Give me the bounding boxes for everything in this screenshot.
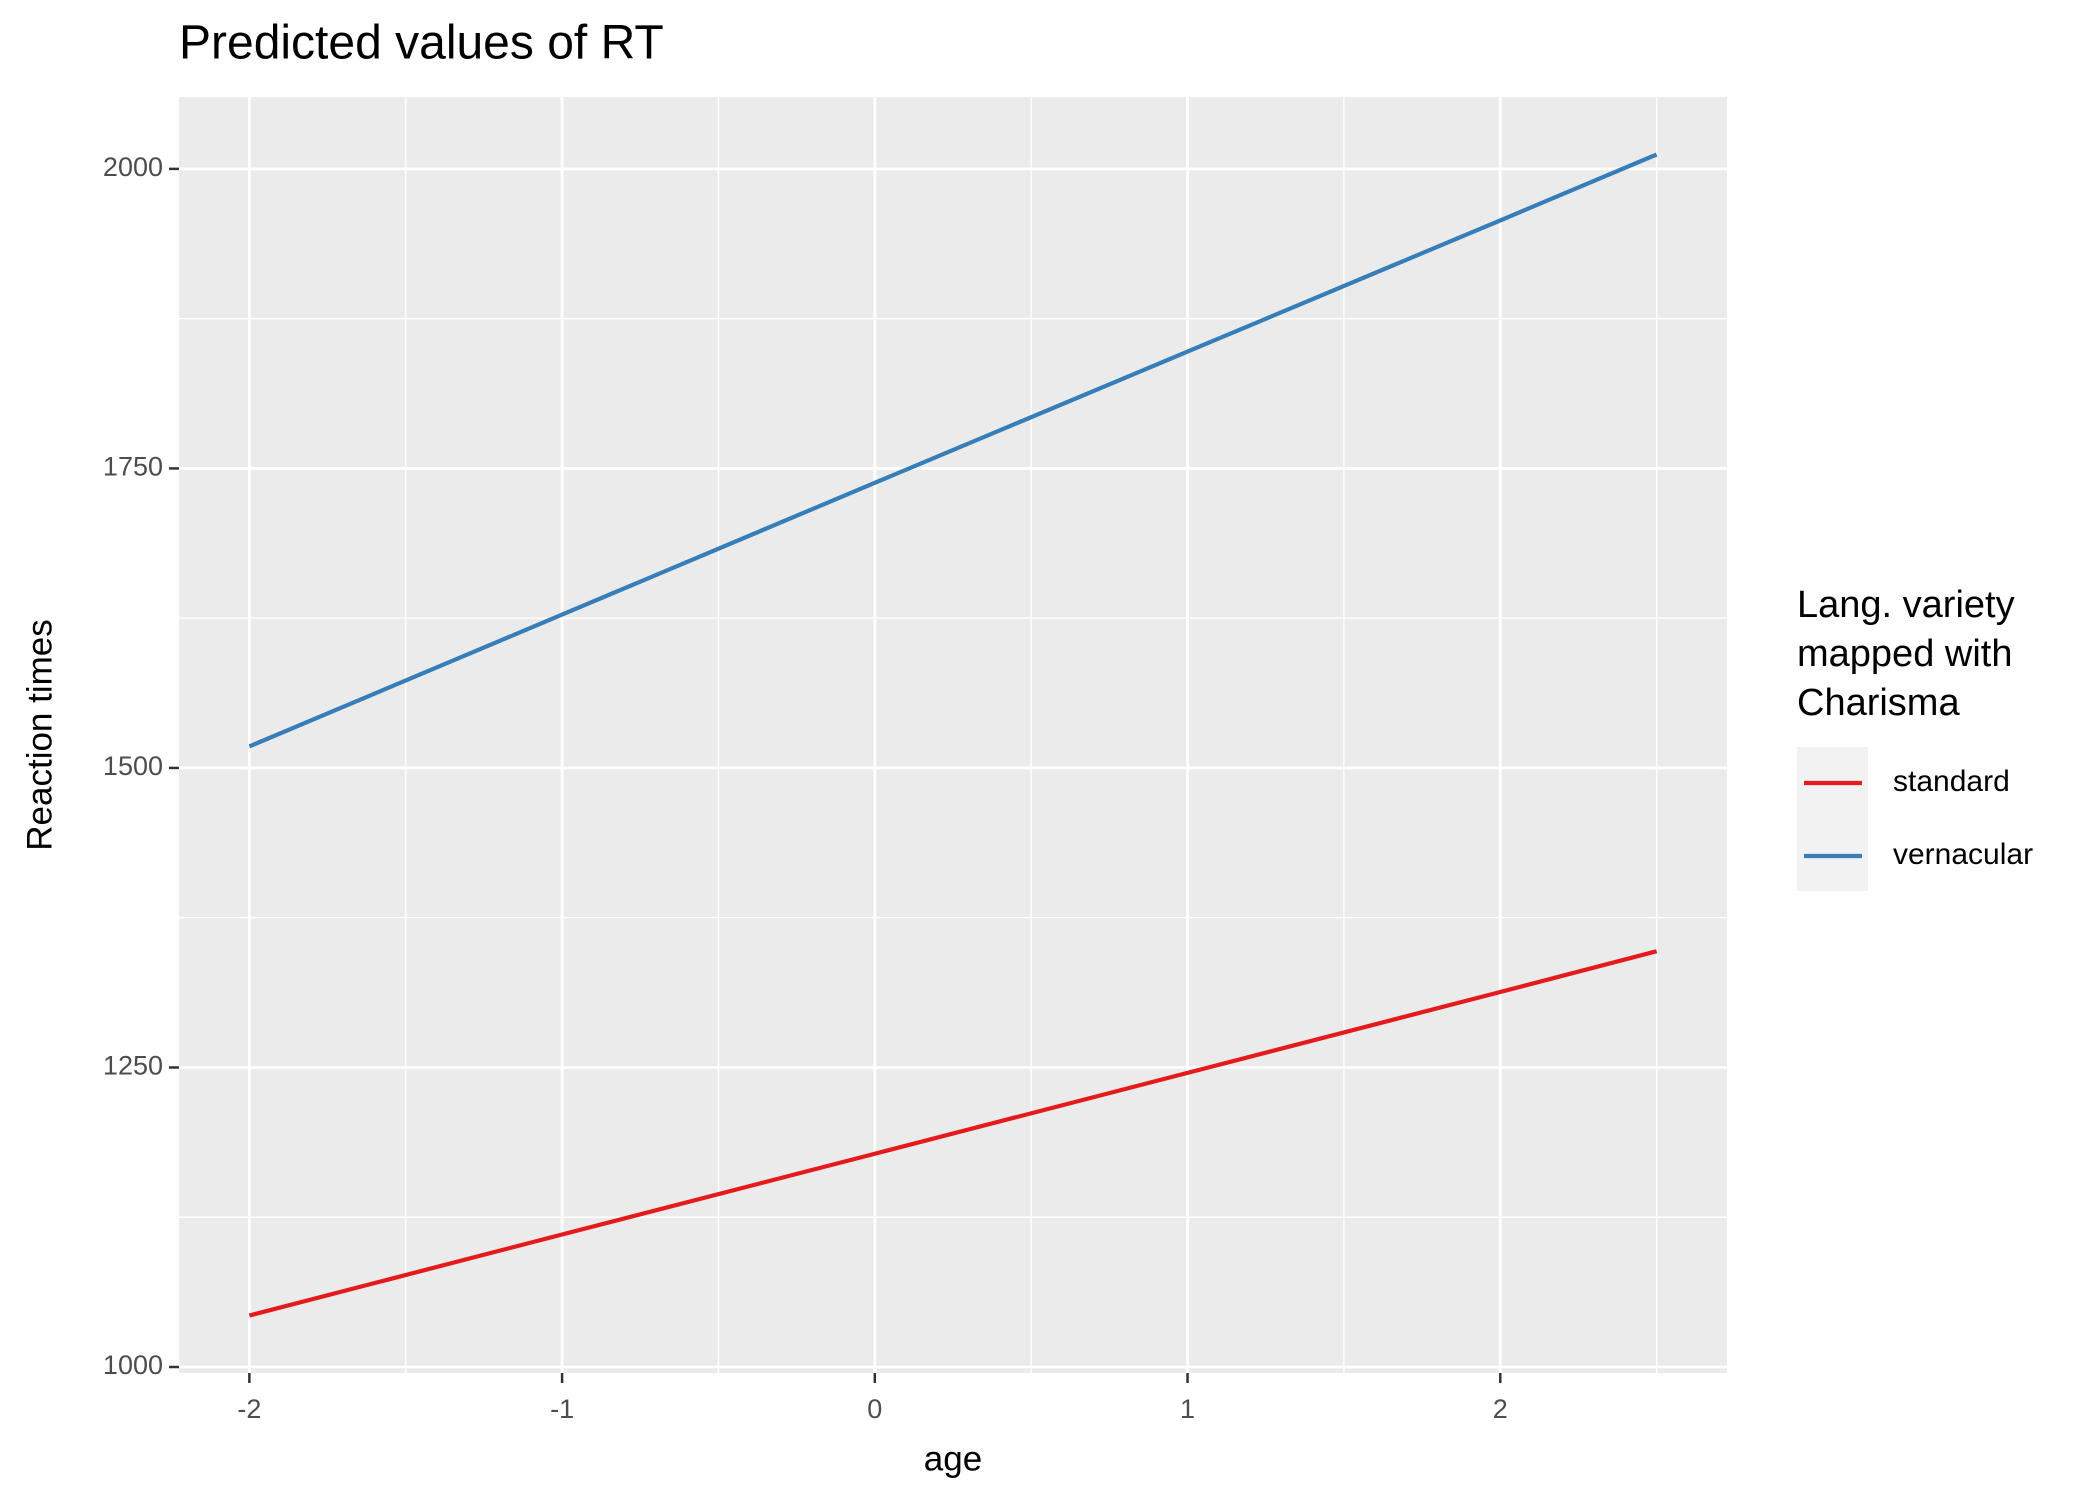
y-tick-label: 1750 <box>103 452 163 482</box>
y-axis-title: Reaction times <box>20 619 59 850</box>
legend-label: standard <box>1893 765 2010 798</box>
y-tick-label: 1500 <box>103 751 163 781</box>
x-axis-title: age <box>924 1439 982 1478</box>
y-tick-label: 1000 <box>103 1350 163 1380</box>
legend-title: Charisma <box>1797 682 1960 724</box>
x-tick-label: -2 <box>237 1394 261 1424</box>
chart-title: Predicted values of RT <box>179 17 664 70</box>
series-line <box>248 949 1658 1318</box>
x-tick-label: -1 <box>550 1394 574 1424</box>
legend-title: mapped with <box>1797 633 2012 675</box>
x-tick-label: 0 <box>867 1394 882 1424</box>
legend-label: vernacular <box>1893 838 2033 871</box>
x-tick-label: 2 <box>1493 1394 1508 1424</box>
series-line <box>248 152 1658 749</box>
legend-title: Lang. variety <box>1797 584 2015 626</box>
y-tick-label: 1250 <box>103 1051 163 1081</box>
y-tick-label: 2000 <box>103 152 163 182</box>
panel <box>179 97 1727 1373</box>
legend-key-background <box>1797 747 1868 891</box>
x-tick-label: 1 <box>1180 1394 1195 1424</box>
